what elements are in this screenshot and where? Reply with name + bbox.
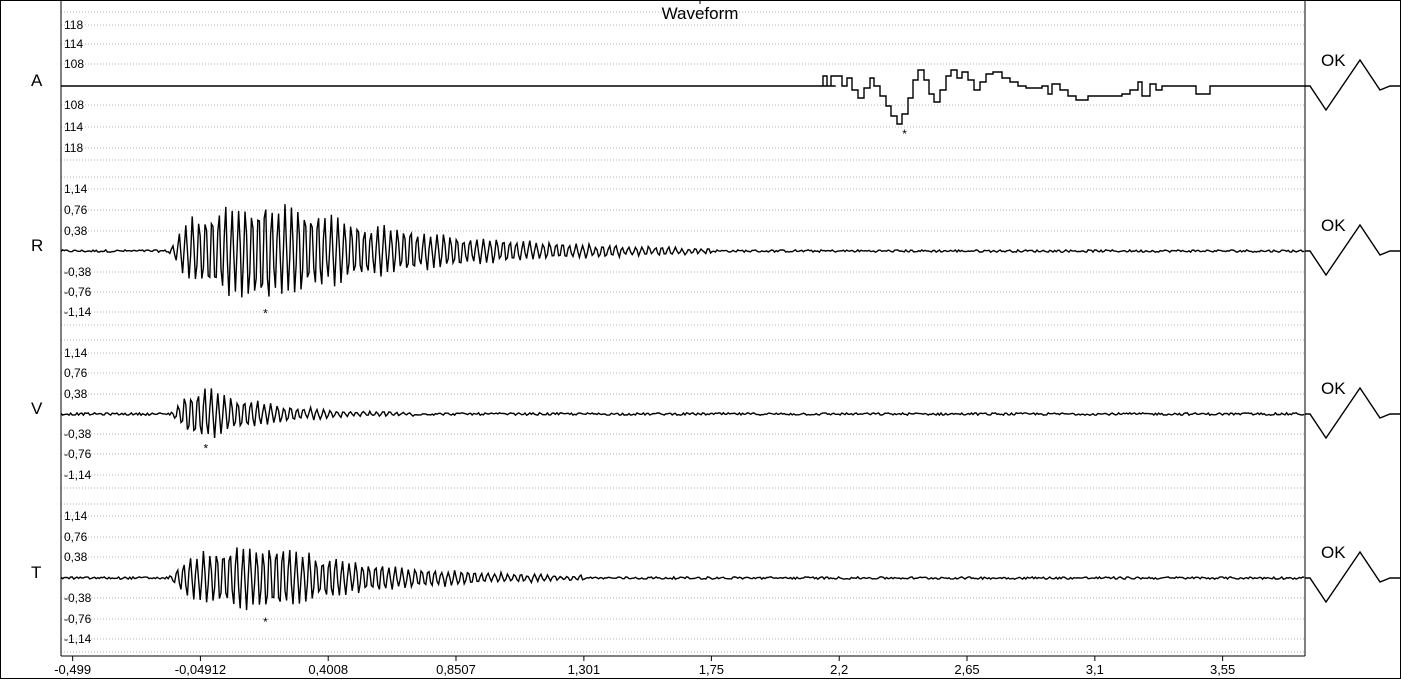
series-traces	[60, 69, 1305, 611]
x-tick-label: 3,1	[1086, 662, 1104, 677]
channel-label: A	[31, 71, 43, 90]
peak-markers: * * * *	[204, 127, 908, 629]
y-tick-label: -0,38	[64, 427, 92, 441]
y-tick-label: 108	[64, 57, 84, 71]
peak-marker: *	[263, 615, 268, 629]
y-tick-label: 0,38	[64, 387, 88, 401]
x-tick-label: 1,75	[699, 662, 724, 677]
channel-label: R	[31, 236, 43, 255]
status-glyph	[1305, 58, 1401, 112]
series-trace-v	[60, 388, 1305, 439]
peak-marker: *	[204, 441, 209, 455]
y-tick-label: 1,14	[64, 509, 88, 523]
grid-lines	[61, 11, 1305, 653]
x-tick-label: 3,55	[1210, 662, 1235, 677]
peak-marker: *	[902, 127, 907, 141]
y-tick-label: 118	[64, 141, 83, 155]
y-tick-label: -0,38	[64, 265, 92, 279]
y-tick-label: -0,38	[64, 591, 92, 605]
x-tick-label: -0,499	[54, 662, 91, 677]
chart-title: Waveform	[662, 4, 739, 23]
series-trace-t	[60, 547, 1305, 611]
y-tick-label: 114	[64, 37, 83, 51]
channel-label: V	[31, 399, 43, 418]
y-tick-label: -0,76	[64, 612, 92, 626]
y-tick-label: -1,14	[64, 468, 92, 482]
x-tick-label: 2,2	[830, 662, 848, 677]
status-ok-label: OK	[1321, 216, 1346, 235]
status-glyph	[1305, 223, 1401, 277]
y-tick-label: 0,76	[64, 203, 88, 217]
status-glyph	[1305, 550, 1401, 604]
x-tick-label: 0,4008	[308, 662, 348, 677]
y-tick-label: -1,14	[64, 305, 92, 319]
y-tick-label: 1,14	[64, 182, 88, 196]
y-tick-label: -0,76	[64, 447, 92, 461]
x-tick-label: -0,04912	[175, 662, 226, 677]
y-tick-label: 0,76	[64, 366, 88, 380]
status-ok-label: OK	[1321, 543, 1346, 562]
y-tick-label: -1,14	[64, 632, 92, 646]
series-trace-a	[61, 69, 1305, 125]
status-ok-label: OK	[1321, 51, 1346, 70]
y-tick-label: 118	[64, 18, 83, 32]
status-glyph	[1305, 386, 1401, 440]
y-tick-label: 0,38	[64, 224, 88, 238]
y-tick-label: 108	[64, 98, 84, 112]
y-tick-label: -0,76	[64, 285, 92, 299]
status-indicators: OK OK OK OK	[1305, 51, 1401, 604]
channel-label: T	[31, 563, 41, 582]
y-tick-label: 114	[64, 120, 83, 134]
series-trace-r	[60, 204, 1305, 298]
axis-labels: -0,499 -0,04912 0,4008 0,8507 1,301 1,75 2,2 2,…	[31, 18, 1235, 677]
x-tick-label: 1,301	[568, 662, 601, 677]
peak-marker: *	[263, 307, 268, 321]
status-ok-label: OK	[1321, 379, 1346, 398]
y-tick-label: 1,14	[64, 346, 88, 360]
x-tick-label: 0,8507	[436, 662, 476, 677]
y-tick-label: 0,38	[64, 550, 88, 564]
y-tick-label: 0,76	[64, 530, 88, 544]
x-tick-label: 2,65	[954, 662, 979, 677]
